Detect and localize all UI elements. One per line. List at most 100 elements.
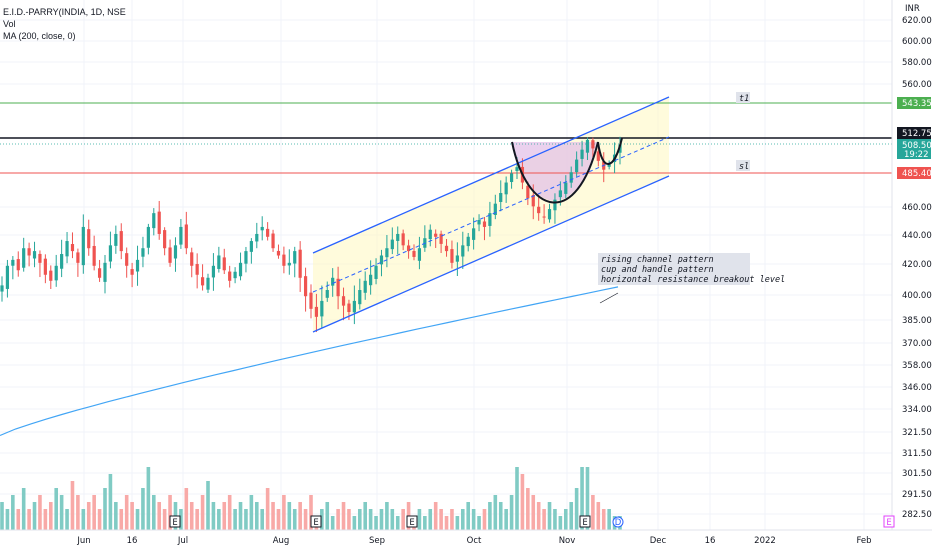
volume-bar [580,467,584,530]
candle-body [358,290,362,305]
time-tick-label: Jun [76,536,90,546]
candle-body [341,296,346,306]
candle-body [233,271,237,279]
volume-bar [352,516,357,530]
candle-body [276,250,281,256]
volume-bar [119,509,124,530]
volume-bar [498,502,503,530]
candle-body [108,245,113,262]
volume-bar [547,502,552,530]
candle-body [222,257,226,271]
volume-bar [265,488,270,530]
candle-body [32,251,37,259]
candle-body [81,226,85,266]
volume-bar [515,467,519,530]
symbol-title[interactable]: E.I.D.-PARRY(INDIA, 1D, NSE [3,7,126,17]
volume-bar [254,502,259,530]
candle-body [163,230,167,249]
candle-body [434,233,438,237]
volume-bar [574,488,579,530]
price-tick-label: 400.00 [902,291,932,301]
volume-bar [0,502,4,530]
ma200-line [0,286,619,437]
time-tick-label: Sep [369,536,385,546]
candle-body [282,254,286,266]
candle-body [65,241,69,257]
candle-body [477,220,481,225]
volume-bar [368,509,373,530]
candle-body [11,259,15,266]
candle-body [542,216,546,218]
volume-bar [292,509,297,530]
candle-body [287,262,291,266]
volume-bar [282,495,286,530]
candle-body [200,277,205,286]
resistance-price: 512.75 [902,129,932,139]
channel-lower-line[interactable] [312,175,670,333]
candle-body [314,306,319,317]
volume-bar [222,502,227,530]
volume-bar [553,509,557,530]
time-tick-label: Nov [559,536,576,546]
price-tick-label: 370.00 [902,339,932,349]
volume-bar [607,509,611,530]
earnings-marker-label: E [409,518,414,528]
candle-body [385,248,389,258]
candle-body [396,233,400,241]
price-tick-label: 311.50 [902,449,932,459]
candle-body [564,182,568,194]
candle-body [401,233,405,246]
volume-bar [276,509,281,530]
handle-curve[interactable] [597,137,623,165]
time-tick-label: Jul [177,536,188,546]
candle-body [352,300,356,313]
last-price-tag [897,139,931,159]
candle-body [320,300,324,317]
volume-bar [325,502,330,530]
time-axis-ticks: Jun 16 Jul Aug Sep Oct Nov Dec 16 2022 Feb [76,536,871,546]
candle-body [22,248,26,268]
volume-bar [390,509,395,530]
candle-body [54,265,58,281]
ma-indicator-label[interactable]: MA (200, close, 0) [3,31,76,41]
candle-body [70,244,75,252]
price-tick-label: 282.50 [902,510,932,520]
candle-body [325,290,329,298]
volume-bar [135,509,140,530]
candle-body [406,245,411,252]
candle-body [27,248,31,256]
volume-bar [569,502,574,530]
volume-bar [563,509,568,530]
candle-body [43,258,47,275]
volume-bar [227,495,232,530]
volume-bar [189,502,194,530]
volume-indicator-label[interactable]: Vol [3,19,16,29]
price-axis-ticks: 620.00 600.00 580.00 560.00 460.00 440.00 420.… [902,16,932,520]
candle-body [5,265,10,289]
price-tick-label: 301.50 [902,469,932,479]
volume-bar [330,516,335,530]
price-tick-label: 580.00 [902,58,932,68]
annotation-box[interactable] [598,253,750,285]
candle-body [553,199,557,211]
volume-bar [374,516,378,530]
volume-bar [65,509,69,530]
candle-body [580,149,584,159]
annotation-line-1: rising channel pattern [601,255,714,265]
candle-body [60,254,64,269]
volume-bar [151,495,156,530]
cup-curve[interactable] [511,141,599,204]
candle-body [526,185,530,199]
candle-body [428,229,432,240]
volume-bar [130,502,134,530]
dividend-marker-label: D [615,518,622,528]
candle-body [114,233,118,246]
time-tick-label: Oct [467,536,482,546]
price-tick-label: 346.00 [902,383,932,393]
channel-upper-line[interactable] [312,96,670,254]
candle-body [390,239,394,250]
volume-bar [439,509,443,530]
volume-bar [70,481,75,530]
price-tick-label: 358.00 [902,361,932,371]
